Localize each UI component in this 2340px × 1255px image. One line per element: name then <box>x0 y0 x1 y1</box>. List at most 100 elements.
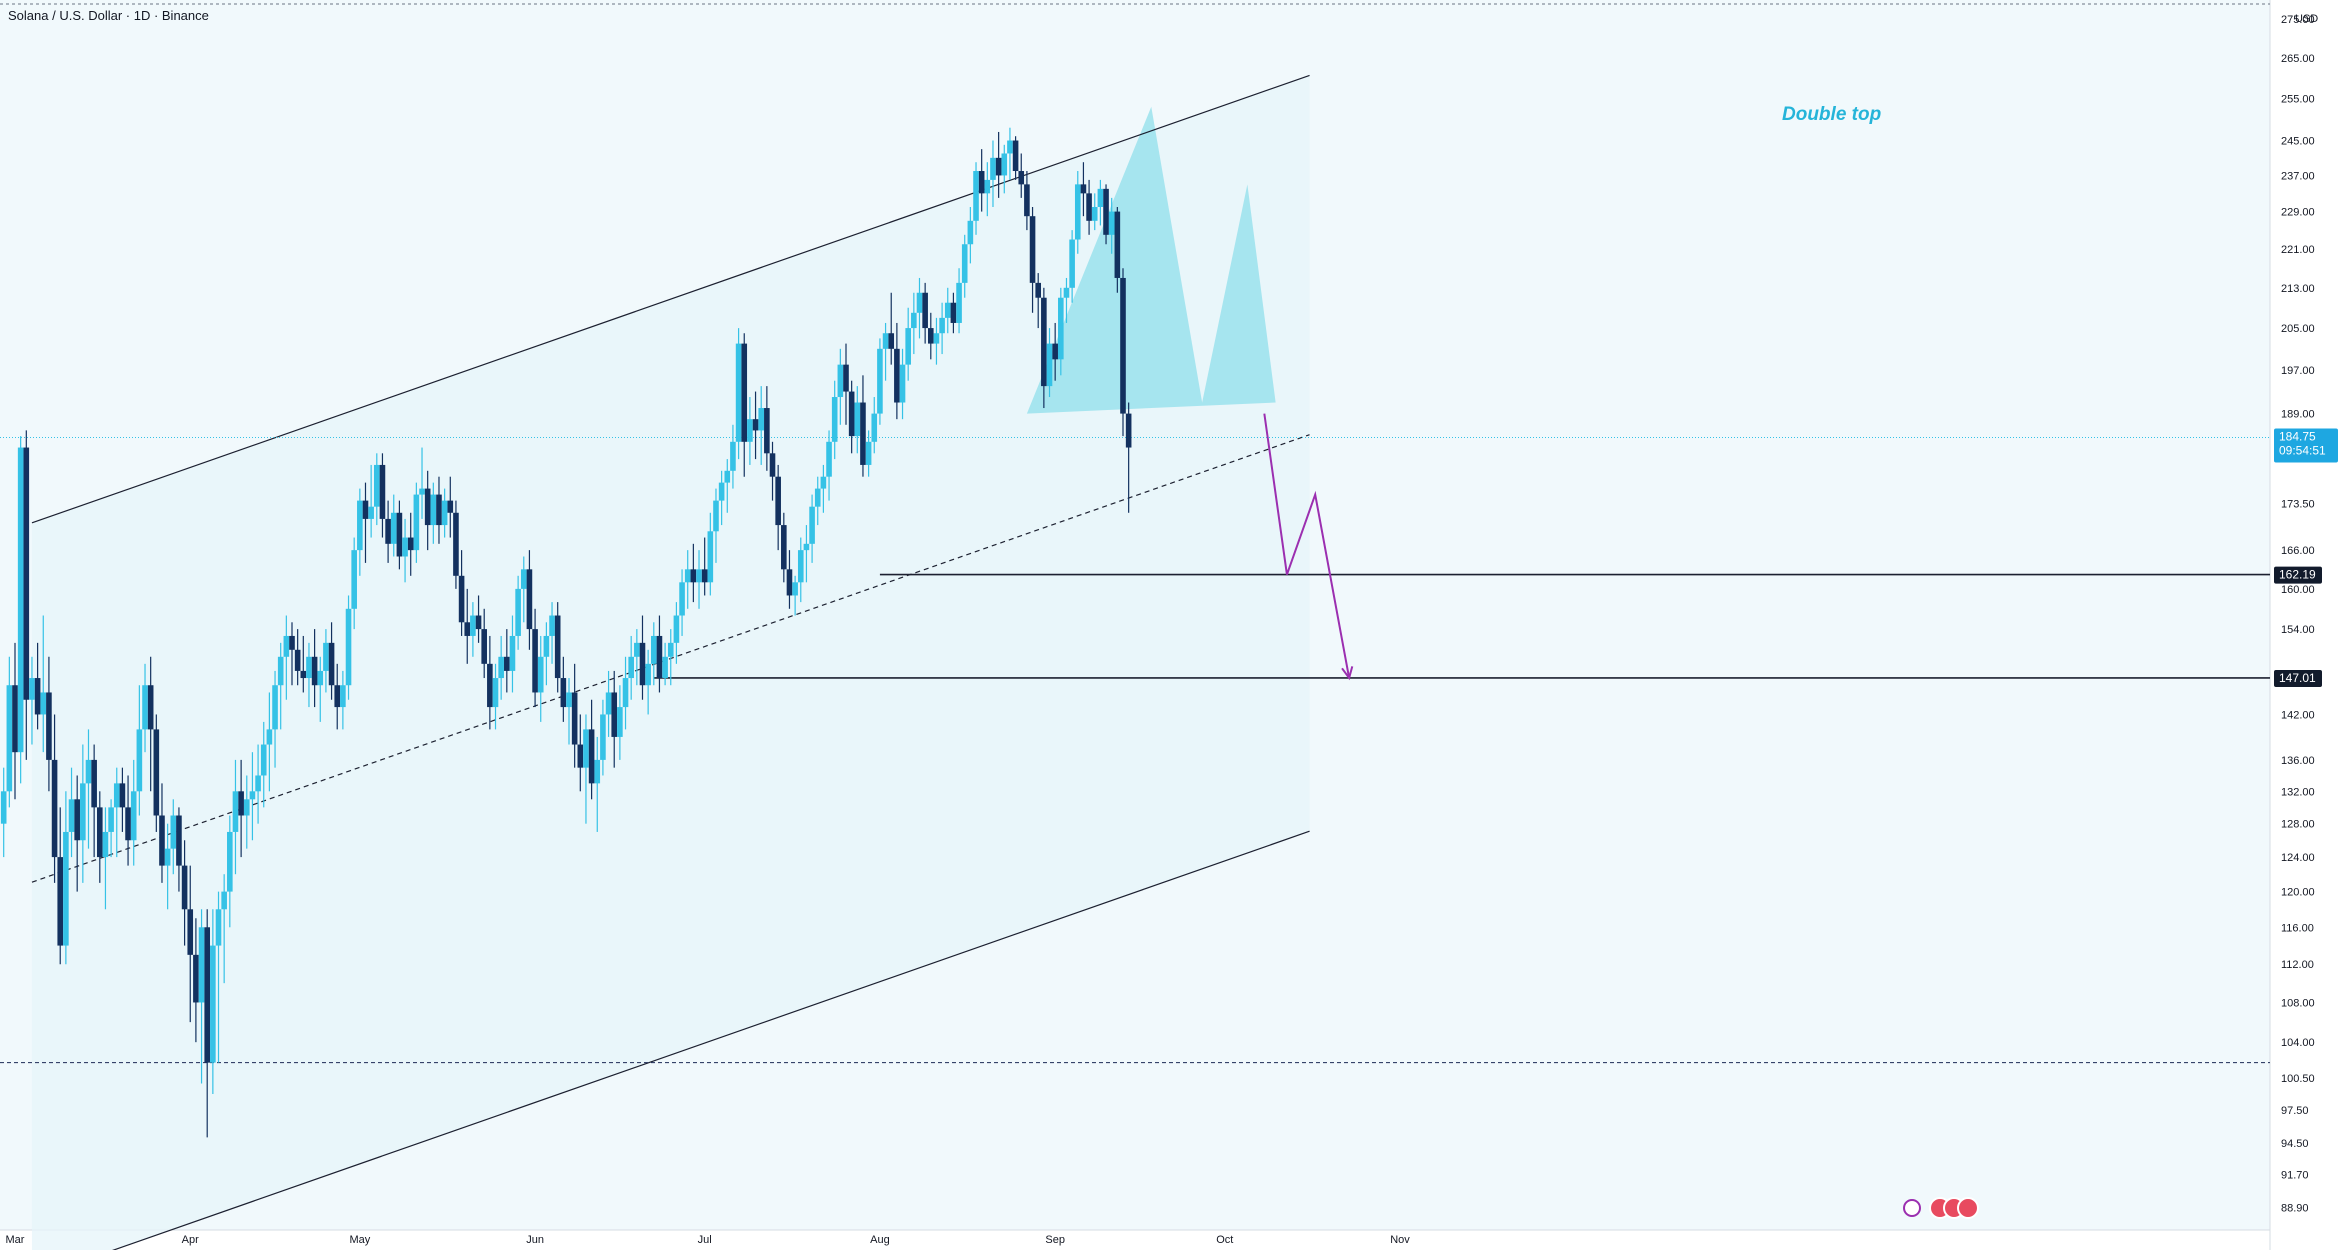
candle <box>645 649 651 715</box>
candle <box>249 752 256 841</box>
level-162-badge[interactable]: 162.19 <box>2274 566 2322 584</box>
level-147-badge[interactable]: 147.01 <box>2274 669 2322 687</box>
candle-body <box>340 685 346 708</box>
candle <box>407 512 414 576</box>
candle <box>1029 206 1036 313</box>
candle <box>113 767 120 858</box>
candle-body <box>860 402 866 465</box>
candle-body <box>984 179 991 194</box>
candle <box>102 807 109 910</box>
time-tick-label: May <box>349 1234 370 1246</box>
double-top-pattern[interactable] <box>1026 106 1276 414</box>
candle <box>232 759 239 875</box>
candle <box>905 307 911 381</box>
candle-body <box>487 663 493 708</box>
candle-body <box>764 408 770 454</box>
candle-body <box>57 857 64 946</box>
candle <box>933 317 940 365</box>
candle <box>255 744 261 824</box>
candle <box>368 464 374 538</box>
candle <box>74 775 80 892</box>
candle-body <box>187 909 194 955</box>
candle <box>781 512 787 583</box>
price-tick-label: 160.00 <box>2281 584 2315 596</box>
candle-body <box>978 171 985 194</box>
candle <box>1103 184 1109 245</box>
candle <box>617 685 623 760</box>
current-price-badge[interactable]: 184.75 09:54:51 <box>2274 428 2338 463</box>
candle <box>159 783 165 883</box>
candle <box>260 721 267 808</box>
candle-body <box>611 692 618 737</box>
candle-body <box>176 815 182 866</box>
candle-body <box>1074 184 1081 240</box>
candle-body <box>571 692 578 745</box>
price-tick-label: 91.70 <box>2281 1170 2309 1182</box>
candle-body <box>164 848 171 866</box>
candle-body <box>718 482 725 501</box>
price-tick-label: 88.90 <box>2281 1202 2309 1214</box>
candle <box>464 588 471 664</box>
candle <box>826 430 832 501</box>
candle <box>379 453 386 538</box>
candle-body <box>679 582 685 616</box>
candle <box>995 131 1002 198</box>
price-tick-label: 229.00 <box>2281 207 2315 219</box>
candle-body <box>1069 239 1075 288</box>
candle <box>809 494 815 563</box>
event-icons[interactable] <box>1903 1197 1979 1219</box>
candle-body <box>238 791 244 816</box>
candle-body <box>17 447 24 753</box>
candle <box>990 140 996 207</box>
candle-body <box>130 791 137 841</box>
candle-body <box>1012 140 1019 172</box>
candle-body <box>877 348 883 414</box>
candle <box>187 865 194 1023</box>
candle <box>650 622 657 686</box>
candle-body <box>1108 211 1115 235</box>
candle <box>136 685 143 816</box>
candle-body <box>204 927 211 1063</box>
candle <box>142 663 148 753</box>
candle <box>6 656 13 808</box>
candle-body <box>373 464 380 507</box>
candle <box>656 615 663 693</box>
candle-body <box>1063 287 1070 298</box>
candle <box>1018 153 1025 198</box>
candle <box>967 206 974 264</box>
candle <box>667 629 674 686</box>
candle <box>311 629 318 708</box>
candle-body <box>961 244 968 283</box>
candle <box>978 149 985 212</box>
candle-body <box>588 729 595 784</box>
candle <box>611 670 618 768</box>
projected-path-line[interactable] <box>1263 413 1351 679</box>
candle-body <box>752 419 759 431</box>
candle-body <box>894 348 900 403</box>
level-162-badge-bg <box>2274 566 2322 584</box>
candle <box>554 602 561 693</box>
candle <box>481 608 488 679</box>
candle <box>1086 179 1092 235</box>
candle-body <box>458 575 465 623</box>
us-flag-icon-3 <box>1957 1197 1979 1219</box>
candle-body <box>436 494 442 526</box>
channel-upper-line[interactable] <box>31 74 1310 524</box>
channel-lower-line[interactable] <box>32 830 1310 1255</box>
candle <box>927 312 934 360</box>
candle-body <box>1052 343 1058 360</box>
candle-body <box>509 635 516 671</box>
candle <box>1058 287 1064 376</box>
candle <box>911 292 917 355</box>
candle-body <box>413 494 420 551</box>
candle-body <box>871 413 878 442</box>
chart-title: Solana / U.S. Dollar · 1D · Binance <box>8 8 209 23</box>
candle-body <box>1046 343 1053 387</box>
candle <box>814 476 821 526</box>
candle-body <box>645 663 651 686</box>
candle-body <box>255 775 261 792</box>
candle-body <box>498 656 504 679</box>
candle <box>119 767 126 832</box>
